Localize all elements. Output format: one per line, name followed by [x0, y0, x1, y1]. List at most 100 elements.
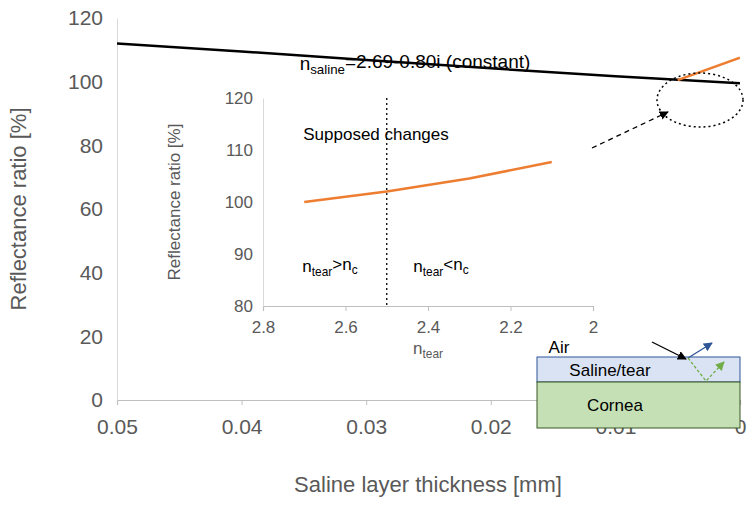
x-axis-title: Saline layer thickness [mm]: [294, 472, 562, 497]
y-tick-label: 90: [234, 245, 253, 264]
subscript-text: c: [463, 263, 469, 277]
text-part: >: [332, 255, 342, 274]
y-tick-label: 100: [225, 193, 253, 212]
y-tick-label: 100: [68, 70, 103, 93]
x-tick: 0.04: [222, 400, 263, 438]
x-tick-label: 0.05: [97, 415, 138, 438]
incident-ray: [652, 342, 686, 359]
y-axis-title: Reflectance ratio [%]: [6, 108, 31, 311]
x-tick-mark: [117, 400, 118, 405]
y-axis: 0 20 40 60 80 100 120: [68, 6, 118, 411]
x-tick-label: 2: [589, 318, 598, 337]
text-part: <: [443, 255, 453, 274]
text-part: n: [300, 53, 311, 74]
y-tick-label: 40: [80, 261, 103, 284]
y-tick: 120: [68, 6, 117, 29]
x-tick-mark: [428, 306, 429, 311]
y-tick-label: 60: [80, 197, 103, 220]
layer-label: Saline/tear: [569, 361, 651, 380]
x-axis-title: ntear: [413, 339, 443, 361]
chart-root: 0.050.040.030.020.010020406080100120Sali…: [0, 0, 750, 506]
y-tick-label: 120: [225, 89, 253, 108]
text-part: Reflectance ratio [%]: [165, 124, 184, 281]
subscript-text: saline: [310, 62, 345, 77]
x-tick-mark: [366, 400, 367, 405]
x-tick-label: 0.02: [471, 415, 512, 438]
y-axis: 80 90 100 110 120: [225, 89, 264, 316]
x-tick: 2: [589, 306, 598, 337]
x-tick: 2.4: [417, 306, 441, 337]
y-tick-label: 80: [234, 297, 253, 316]
y-tick-label: 0: [91, 388, 103, 411]
x-tick: 0.05: [97, 400, 138, 438]
text-part: n: [342, 255, 351, 274]
x-tick-label: 2.6: [334, 318, 358, 337]
x-tick-label: 0.04: [222, 415, 263, 438]
y-axis-line: [117, 19, 118, 401]
inset-background: [158, 84, 603, 364]
x-tick-label: 2.2: [499, 318, 523, 337]
plot-area: [117, 43, 740, 83]
subscript-text: tear: [423, 265, 444, 279]
x-tick-mark: [491, 400, 492, 405]
y-tick: 90: [234, 245, 263, 264]
y-tick: 40: [80, 261, 117, 284]
zoom-ellipse: [657, 73, 743, 127]
x-axis-line: [264, 307, 594, 312]
y-tick: 80: [80, 134, 117, 157]
x-tick-mark: [346, 306, 347, 311]
annotation: ntear>nc: [302, 255, 357, 278]
y-tick: 20: [80, 325, 117, 348]
cornea-layer: [537, 382, 740, 428]
text-part: n: [413, 339, 422, 358]
y-tick: 100: [68, 70, 117, 93]
text-part: n: [302, 257, 311, 276]
y-tick-label: 80: [80, 134, 103, 157]
text-part: n: [453, 255, 462, 274]
series-line: [117, 43, 740, 83]
x-tick-label: 2.4: [417, 318, 441, 337]
annotation: nsaline=2.69-0.80i (constant): [300, 51, 531, 77]
y-tick: 80: [234, 297, 263, 316]
layer-label: Cornea: [587, 396, 643, 415]
series-line: [304, 162, 552, 202]
y-tick-label: 120: [68, 6, 103, 29]
y-axis-line: [263, 99, 264, 307]
zoom-arrow: [592, 112, 668, 148]
x-tick-mark: [593, 306, 594, 311]
subscript-text: tear: [312, 265, 333, 279]
x-tick: 0.02: [471, 400, 512, 438]
x-tick-mark: [263, 306, 264, 311]
x-tick: 2.6: [334, 306, 358, 337]
text-part: =2.69-0.80i (constant): [345, 51, 530, 72]
series-line: [678, 58, 740, 80]
y-tick: 60: [80, 197, 117, 220]
y-tick: 100: [225, 193, 263, 212]
x-tick: 2.2: [499, 306, 523, 337]
annotation: ntear<nc: [413, 255, 468, 278]
x-tick-label: 2.8: [252, 318, 276, 337]
chart-svg: 0.050.040.030.020.010020406080100120Sali…: [0, 0, 750, 506]
y-tick-label: 20: [80, 325, 103, 348]
text-part: Saline layer thickness [mm]: [294, 472, 562, 497]
x-tick-mark: [511, 306, 512, 311]
x-tick: 0.03: [346, 400, 387, 438]
reflected-ray: [688, 343, 712, 358]
y-tick: 110: [226, 141, 263, 160]
y-tick-label: 110: [226, 141, 253, 160]
refracted-ray: [688, 358, 724, 381]
y-tick: 0: [91, 388, 117, 411]
inset-title: Supposed changes: [303, 125, 449, 144]
subscript-text: tear: [422, 347, 443, 361]
saline-layer: [537, 357, 740, 382]
text-part: n: [413, 257, 422, 276]
subscript-text: c: [352, 263, 358, 277]
x-tick-mark: [242, 400, 243, 405]
text-part: Reflectance ratio [%]: [6, 108, 31, 311]
y-axis-title: Reflectance ratio [%]: [165, 124, 184, 281]
x-axis: 2.8 2.6 2.4 2.2 2: [252, 306, 599, 337]
layer-diagram: Air Saline/tear Cornea: [537, 338, 740, 428]
layer-label: Air: [549, 338, 570, 357]
y-tick: 120: [225, 89, 263, 108]
x-tick: 2.8: [252, 306, 276, 337]
